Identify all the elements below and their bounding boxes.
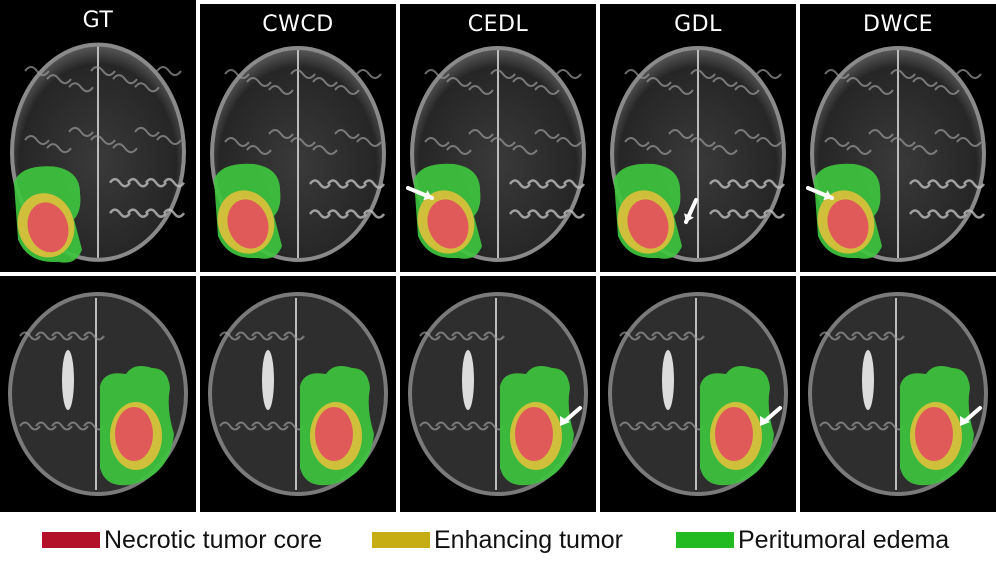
legend-item-edema: Peritumoral edema bbox=[676, 522, 949, 558]
mri-slice-image bbox=[208, 292, 388, 496]
column-title-gdl: GDL bbox=[674, 12, 722, 37]
mri-slice-image bbox=[406, 46, 586, 262]
panel-gdl-row1: GDL bbox=[600, 4, 796, 272]
legend-item-necrotic: Necrotic tumor core bbox=[42, 522, 322, 558]
panel-cedl-row1: CEDL bbox=[400, 4, 596, 272]
panel-gt-row1: GT bbox=[0, 0, 196, 272]
column-title-gt: GT bbox=[82, 8, 114, 33]
mri-slice-image bbox=[10, 42, 186, 263]
mri-slice-image bbox=[808, 292, 988, 496]
mri-slice-image bbox=[608, 292, 788, 496]
mri-slice-image bbox=[806, 46, 986, 262]
legend: Necrotic tumor core Enhancing tumor Peri… bbox=[0, 514, 996, 566]
column-title-cwcd: CWCD bbox=[262, 12, 334, 37]
panel-cwcd-row1: CWCD bbox=[200, 4, 396, 272]
mri-slice-image bbox=[210, 46, 386, 262]
legend-swatch-enhancing bbox=[372, 532, 430, 548]
legend-label-enhancing: Enhancing tumor bbox=[434, 525, 624, 554]
column-title-cedl: CEDL bbox=[467, 12, 529, 37]
panel-gt-row2 bbox=[0, 276, 196, 512]
panel-gdl-row2 bbox=[600, 276, 796, 512]
segmentation-figure-grid: GT CWCD CEDL GDL DWCE bbox=[0, 0, 996, 512]
legend-item-enhancing: Enhancing tumor bbox=[372, 522, 623, 558]
legend-swatch-edema bbox=[676, 532, 734, 548]
legend-label-necrotic: Necrotic tumor core bbox=[104, 525, 323, 554]
panel-cwcd-row2 bbox=[200, 276, 396, 512]
panel-dwce-row2 bbox=[800, 276, 996, 512]
mri-slice-image bbox=[8, 292, 188, 496]
column-title-dwce: DWCE bbox=[863, 12, 933, 37]
mri-slice-image bbox=[408, 292, 588, 496]
mri-slice-image bbox=[610, 46, 786, 262]
legend-label-edema: Peritumoral edema bbox=[738, 525, 950, 554]
panel-cedl-row2 bbox=[400, 276, 596, 512]
legend-swatch-necrotic bbox=[42, 532, 100, 548]
panel-dwce-row1: DWCE bbox=[800, 4, 996, 272]
